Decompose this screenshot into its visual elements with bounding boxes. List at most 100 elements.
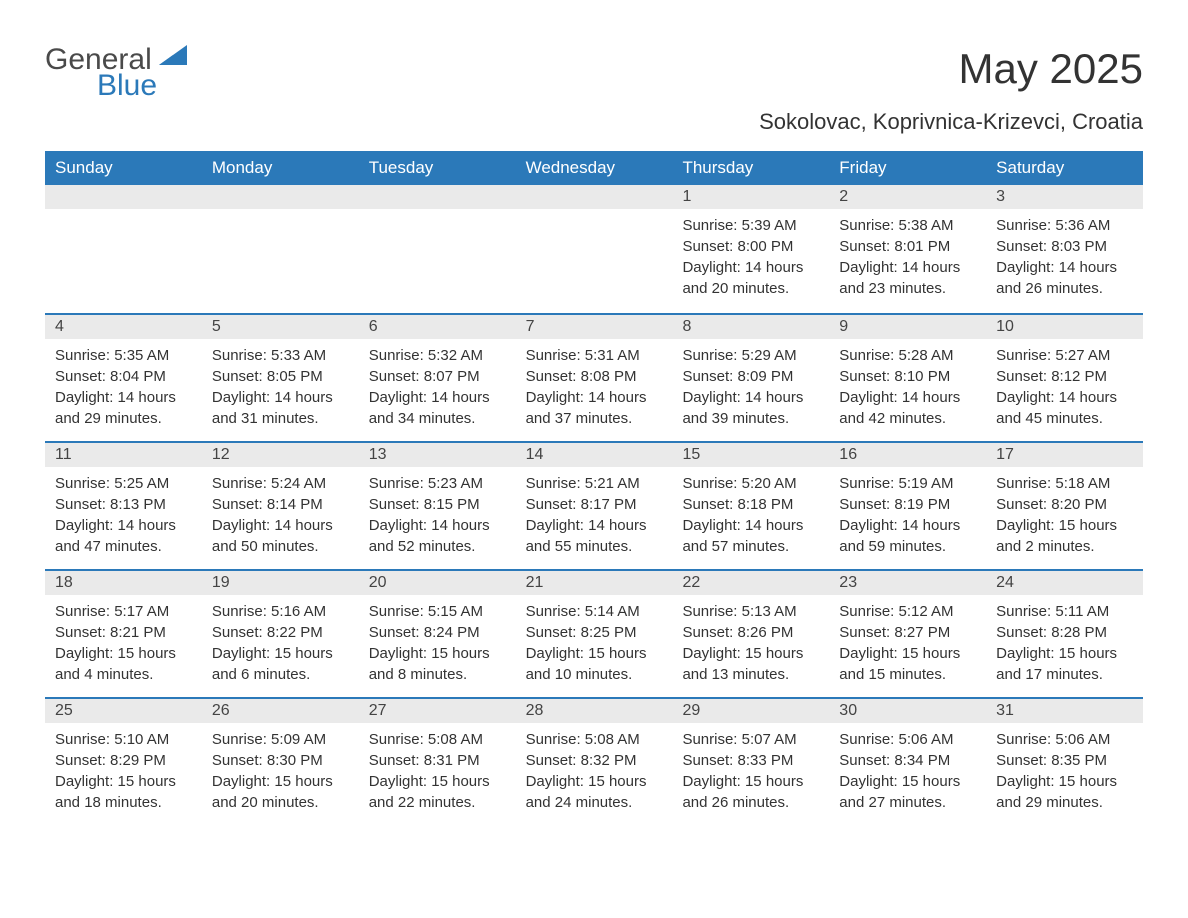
day-cell: 24 Sunrise: 5:11 AMSunset: 8:28 PMDayligh… [986, 569, 1143, 697]
location-subtitle: Sokolovac, Koprivnica-Krizevci, Croatia [45, 109, 1143, 135]
day-number: 26 [202, 697, 359, 723]
sunset-text: Sunset: 8:12 PM [996, 366, 1133, 387]
day-number [45, 185, 202, 209]
day-cell: 8Sunrise: 5:29 AMSunset: 8:09 PMDaylight… [672, 313, 829, 441]
day-number [359, 185, 516, 209]
calendar: Sunday Monday Tuesday Wednesday Thursday… [45, 151, 1143, 825]
day-content: Sunrise: 5:06 AMSunset: 8:34 PMDaylight:… [829, 723, 986, 823]
day-cell: 22Sunrise: 5:13 AMSunset: 8:26 PMDayligh… [672, 569, 829, 697]
day-content: Sunrise: 5:24 AMSunset: 8:14 PMDaylight:… [202, 467, 359, 567]
calendar-body: 1Sunrise: 5:39 AMSunset: 8:00 PMDaylight… [45, 185, 1143, 825]
sunrise-text: Sunrise: 5:11 AM [996, 601, 1133, 622]
day-content: Sunrise: 5:25 AMSunset: 8:13 PMDaylight:… [45, 467, 202, 567]
sunset-text: Sunset: 8:18 PM [682, 494, 819, 515]
weekday-label: Friday [829, 151, 986, 185]
week-row: 11Sunrise: 5:25 AMSunset: 8:13 PMDayligh… [45, 441, 1143, 569]
sunrise-text: Sunrise: 5:27 AM [996, 345, 1133, 366]
daylight-text: Daylight: 15 hours and 20 minutes. [212, 771, 349, 813]
sunset-text: Sunset: 8:15 PM [369, 494, 506, 515]
sunset-text: Sunset: 8:03 PM [996, 236, 1133, 257]
sunset-text: Sunset: 8:10 PM [839, 366, 976, 387]
daylight-text: Daylight: 15 hours and 29 minutes. [996, 771, 1133, 813]
sunset-text: Sunset: 8:32 PM [526, 750, 663, 771]
day-cell [516, 185, 673, 313]
day-number: 31 [986, 697, 1143, 723]
daylight-text: Daylight: 15 hours and 10 minutes. [526, 643, 663, 685]
week-row: 4Sunrise: 5:35 AMSunset: 8:04 PMDaylight… [45, 313, 1143, 441]
day-cell: 23Sunrise: 5:12 AMSunset: 8:27 PMDayligh… [829, 569, 986, 697]
daylight-text: Daylight: 15 hours and 17 minutes. [996, 643, 1133, 685]
day-cell: 9Sunrise: 5:28 AMSunset: 8:10 PMDaylight… [829, 313, 986, 441]
sunrise-text: Sunrise: 5:20 AM [682, 473, 819, 494]
day-number: 25 [45, 697, 202, 723]
daylight-text: Daylight: 15 hours and 2 minutes. [996, 515, 1133, 557]
day-cell: 27Sunrise: 5:08 AMSunset: 8:31 PMDayligh… [359, 697, 516, 825]
day-number [516, 185, 673, 209]
day-content: Sunrise: 5:06 AMSunset: 8:35 PMDaylight:… [986, 723, 1143, 823]
weekday-label: Tuesday [359, 151, 516, 185]
daylight-text: Daylight: 15 hours and 27 minutes. [839, 771, 976, 813]
sunset-text: Sunset: 8:26 PM [682, 622, 819, 643]
sunrise-text: Sunrise: 5:19 AM [839, 473, 976, 494]
sunrise-text: Sunrise: 5:07 AM [682, 729, 819, 750]
daylight-text: Daylight: 14 hours and 29 minutes. [55, 387, 192, 429]
day-content: Sunrise: 5:28 AMSunset: 8:10 PMDaylight:… [829, 339, 986, 439]
day-number: 13 [359, 441, 516, 467]
daylight-text: Daylight: 14 hours and 20 minutes. [682, 257, 819, 299]
logo-triangle-icon [159, 45, 187, 70]
day-content: Sunrise: 5:31 AMSunset: 8:08 PMDaylight:… [516, 339, 673, 439]
daylight-text: Daylight: 15 hours and 26 minutes. [682, 771, 819, 813]
day-content: Sunrise: 5:19 AMSunset: 8:19 PMDaylight:… [829, 467, 986, 567]
daylight-text: Daylight: 14 hours and 45 minutes. [996, 387, 1133, 429]
daylight-text: Daylight: 15 hours and 6 minutes. [212, 643, 349, 685]
day-number: 22 [672, 569, 829, 595]
sunrise-text: Sunrise: 5:08 AM [526, 729, 663, 750]
day-number: 21 [516, 569, 673, 595]
sunrise-text: Sunrise: 5:38 AM [839, 215, 976, 236]
daylight-text: Daylight: 15 hours and 13 minutes. [682, 643, 819, 685]
sunset-text: Sunset: 8:14 PM [212, 494, 349, 515]
day-content: Sunrise: 5:39 AMSunset: 8:00 PMDaylight:… [672, 209, 829, 309]
daylight-text: Daylight: 15 hours and 8 minutes. [369, 643, 506, 685]
daylight-text: Daylight: 14 hours and 23 minutes. [839, 257, 976, 299]
daylight-text: Daylight: 14 hours and 55 minutes. [526, 515, 663, 557]
sunrise-text: Sunrise: 5:36 AM [996, 215, 1133, 236]
day-cell: 26Sunrise: 5:09 AMSunset: 8:30 PMDayligh… [202, 697, 359, 825]
sunset-text: Sunset: 8:19 PM [839, 494, 976, 515]
sunset-text: Sunset: 8:28 PM [996, 622, 1133, 643]
day-cell: 15Sunrise: 5:20 AMSunset: 8:18 PMDayligh… [672, 441, 829, 569]
day-number: 24 [986, 569, 1143, 595]
sunrise-text: Sunrise: 5:39 AM [682, 215, 819, 236]
weekday-label: Thursday [672, 151, 829, 185]
day-content: Sunrise: 5:20 AMSunset: 8:18 PMDaylight:… [672, 467, 829, 567]
day-number: 8 [672, 313, 829, 339]
day-number: 16 [829, 441, 986, 467]
sunrise-text: Sunrise: 5:35 AM [55, 345, 192, 366]
page-title: May 2025 [959, 45, 1143, 93]
day-content: Sunrise: 5:29 AMSunset: 8:09 PMDaylight:… [672, 339, 829, 439]
day-number: 10 [986, 313, 1143, 339]
sunset-text: Sunset: 8:00 PM [682, 236, 819, 257]
day-cell: 20Sunrise: 5:15 AMSunset: 8:24 PMDayligh… [359, 569, 516, 697]
day-content: Sunrise: 5:10 AMSunset: 8:29 PMDaylight:… [45, 723, 202, 823]
sunrise-text: Sunrise: 5:23 AM [369, 473, 506, 494]
day-number: 5 [202, 313, 359, 339]
sunrise-text: Sunrise: 5:06 AM [996, 729, 1133, 750]
day-content: Sunrise: 5:12 AMSunset: 8:27 PMDaylight:… [829, 595, 986, 695]
day-cell: 4Sunrise: 5:35 AMSunset: 8:04 PMDaylight… [45, 313, 202, 441]
daylight-text: Daylight: 14 hours and 39 minutes. [682, 387, 819, 429]
sunrise-text: Sunrise: 5:28 AM [839, 345, 976, 366]
sunrise-text: Sunrise: 5:29 AM [682, 345, 819, 366]
sunrise-text: Sunrise: 5:08 AM [369, 729, 506, 750]
sunrise-text: Sunrise: 5:09 AM [212, 729, 349, 750]
logo: General Blue [45, 45, 187, 101]
week-row: 1Sunrise: 5:39 AMSunset: 8:00 PMDaylight… [45, 185, 1143, 313]
sunset-text: Sunset: 8:08 PM [526, 366, 663, 387]
sunset-text: Sunset: 8:22 PM [212, 622, 349, 643]
day-cell: 2Sunrise: 5:38 AMSunset: 8:01 PMDaylight… [829, 185, 986, 313]
daylight-text: Daylight: 14 hours and 50 minutes. [212, 515, 349, 557]
sunset-text: Sunset: 8:24 PM [369, 622, 506, 643]
weekday-label: Sunday [45, 151, 202, 185]
day-content: Sunrise: 5:33 AMSunset: 8:05 PMDaylight:… [202, 339, 359, 439]
day-number: 11 [45, 441, 202, 467]
